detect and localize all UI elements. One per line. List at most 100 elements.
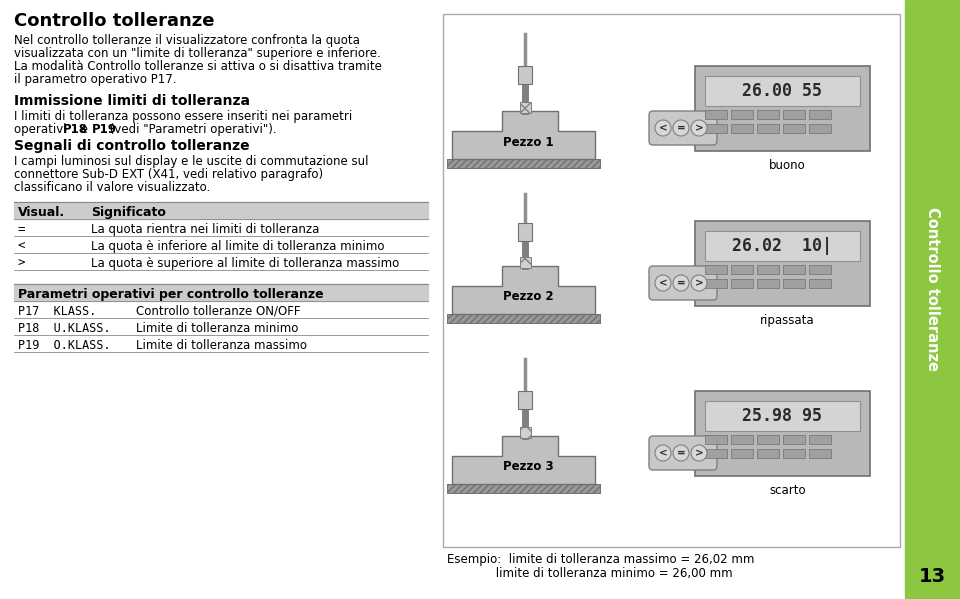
Bar [757, 449, 779, 458]
Text: >: > [18, 257, 26, 270]
Text: Limite di tolleranza minimo: Limite di tolleranza minimo [136, 322, 299, 335]
Bar [14, 202, 428, 219]
Text: 26.00 55: 26.00 55 [742, 82, 823, 100]
Text: Limite di tolleranza massimo: Limite di tolleranza massimo [136, 339, 307, 352]
Bar [809, 435, 831, 444]
Bar [783, 110, 805, 119]
Bar [447, 314, 600, 323]
Circle shape [673, 120, 689, 136]
Text: limite di tolleranza minimo = 26,00 mm: limite di tolleranza minimo = 26,00 mm [447, 567, 732, 580]
Bar [518, 391, 532, 409]
Bar [757, 124, 779, 133]
Circle shape [673, 445, 689, 461]
Circle shape [691, 275, 707, 291]
Text: connettore Sub-D EXT (X41, vedi relativo paragrafo): connettore Sub-D EXT (X41, vedi relativo… [14, 168, 324, 181]
Bar [447, 484, 600, 493]
Bar [783, 435, 805, 444]
Bar [809, 110, 831, 119]
Circle shape [655, 120, 671, 136]
Text: il parametro operativo P17.: il parametro operativo P17. [14, 73, 177, 86]
Bar [731, 449, 753, 458]
Bar [783, 265, 805, 274]
Bar [731, 110, 753, 119]
Text: Visual.: Visual. [18, 206, 65, 219]
Circle shape [655, 275, 671, 291]
Bar [519, 427, 531, 438]
Bar [731, 279, 753, 288]
Bar [695, 221, 870, 306]
Text: =: = [677, 448, 685, 458]
Bar [757, 265, 779, 274]
Bar [695, 66, 870, 151]
Text: La quota è inferiore al limite di tolleranza minimo: La quota è inferiore al limite di toller… [91, 240, 385, 253]
Text: ripassata: ripassata [760, 314, 815, 327]
Bar [783, 124, 805, 133]
Text: La quota è superiore al limite di tolleranza massimo: La quota è superiore al limite di toller… [91, 257, 399, 270]
Bar [731, 435, 753, 444]
Text: Pezzo 3: Pezzo 3 [503, 461, 553, 473]
Text: Parametri operativi per controllo tolleranze: Parametri operativi per controllo toller… [18, 288, 324, 301]
Bar [519, 102, 531, 113]
Text: P19: P19 [91, 123, 116, 136]
FancyBboxPatch shape [649, 266, 717, 300]
Bar [443, 14, 900, 547]
Text: >: > [695, 123, 704, 133]
Bar [705, 435, 727, 444]
Bar [731, 265, 753, 274]
Text: Pezzo 1: Pezzo 1 [503, 135, 553, 149]
Circle shape [655, 445, 671, 461]
Bar [705, 265, 727, 274]
Text: 13: 13 [919, 567, 946, 586]
FancyBboxPatch shape [649, 436, 717, 470]
Bar [809, 449, 831, 458]
Bar [905, 0, 960, 599]
Text: 26.02  10|: 26.02 10| [732, 237, 832, 255]
Bar [705, 231, 860, 261]
Text: P18  U.KLASS.: P18 U.KLASS. [18, 322, 110, 335]
Bar [783, 449, 805, 458]
Text: buono: buono [769, 159, 805, 172]
Text: =: = [677, 278, 685, 288]
Bar [705, 279, 727, 288]
Bar [783, 279, 805, 288]
Text: Controllo tolleranze ON/OFF: Controllo tolleranze ON/OFF [136, 305, 300, 318]
Text: P19  O.KLASS.: P19 O.KLASS. [18, 339, 110, 352]
Text: <: < [659, 448, 667, 458]
Bar [705, 110, 727, 119]
Polygon shape [452, 436, 595, 484]
Text: <: < [659, 278, 667, 288]
Text: La modalità Controllo tolleranze si attiva o si disattiva tramite: La modalità Controllo tolleranze si atti… [14, 60, 382, 73]
Text: <: < [659, 123, 667, 133]
Text: Esempio:  limite di tolleranza massimo = 26,02 mm: Esempio: limite di tolleranza massimo = … [447, 553, 755, 566]
Bar [518, 66, 532, 84]
Bar [447, 159, 600, 168]
Text: 25.98 95: 25.98 95 [742, 407, 823, 425]
Bar [757, 110, 779, 119]
Bar [518, 223, 532, 241]
Text: P18: P18 [62, 123, 87, 136]
Bar [705, 76, 860, 106]
Bar [757, 435, 779, 444]
Text: P17  KLASS.: P17 KLASS. [18, 305, 96, 318]
Bar [757, 279, 779, 288]
Circle shape [691, 445, 707, 461]
Text: >: > [695, 278, 704, 288]
Bar [705, 124, 727, 133]
Text: classificano il valore visualizzato.: classificano il valore visualizzato. [14, 181, 210, 194]
Bar [695, 391, 870, 476]
Text: I limiti di tolleranza possono essere inseriti nei parametri: I limiti di tolleranza possono essere in… [14, 110, 352, 123]
Text: =: = [677, 123, 685, 133]
Bar [705, 401, 860, 431]
FancyBboxPatch shape [649, 111, 717, 145]
Text: (vedi "Parametri operativi").: (vedi "Parametri operativi"). [107, 123, 276, 136]
Text: La quota rientra nei limiti di tolleranza: La quota rientra nei limiti di tolleranz… [91, 223, 320, 236]
Text: >: > [695, 448, 704, 458]
Bar [809, 265, 831, 274]
Text: Significato: Significato [91, 206, 166, 219]
Text: Pezzo 2: Pezzo 2 [503, 291, 553, 304]
Bar [809, 279, 831, 288]
Text: scarto: scarto [769, 484, 805, 497]
Bar [14, 284, 428, 301]
Bar [731, 124, 753, 133]
Text: Immissione limiti di tolleranza: Immissione limiti di tolleranza [14, 94, 250, 108]
